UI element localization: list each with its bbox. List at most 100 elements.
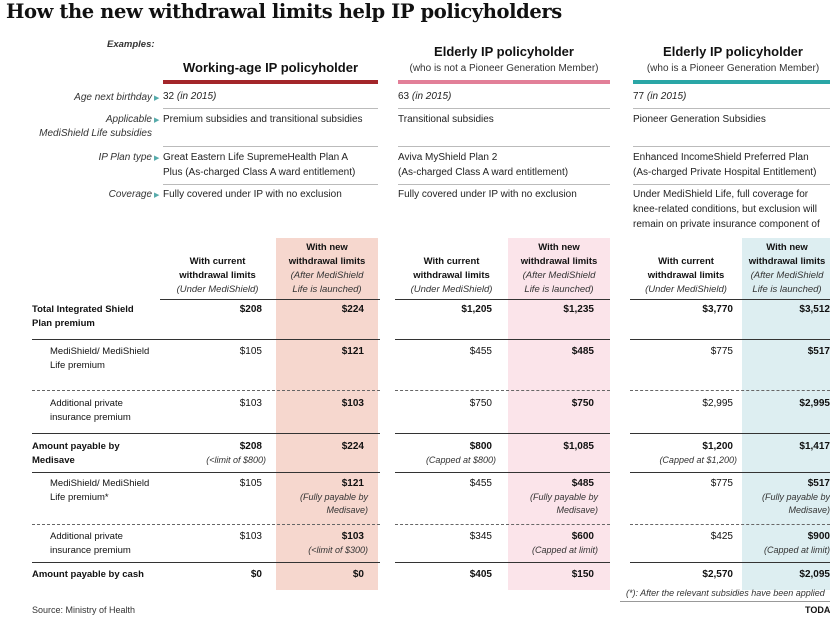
age-note: (in 2015) (411, 91, 452, 102)
cell-note: (Capped at limit) (531, 545, 598, 555)
row-divider (395, 339, 610, 340)
age-value: 63 (in 2015) (398, 91, 451, 102)
group-title: Working-age IP policyholder (182, 60, 359, 75)
row-divider (32, 390, 380, 391)
separator (633, 184, 830, 185)
column-header-new-note: (After MediShield (522, 270, 596, 281)
row-divider (630, 299, 830, 300)
cell-value: $1,235 (563, 304, 594, 315)
age-number: 77 (633, 91, 645, 102)
group-subtitle: (who is a Pioneer Generation Member) (646, 63, 820, 74)
row-label: MediShield/ MediShield Life premium* (50, 478, 150, 503)
separator (163, 146, 378, 147)
row-divider (630, 524, 830, 525)
cell-value: $105 (239, 478, 262, 489)
group-color-bar (163, 80, 378, 84)
cell-value: $103 (341, 398, 364, 409)
cell-value: $345 (469, 531, 492, 542)
arrow-icon: ▶ (154, 192, 160, 199)
column-header-new-note: Life is launched) (524, 284, 594, 295)
cell-value: $224 (341, 304, 364, 315)
age-number: 32 (163, 91, 175, 102)
cell-value: $750 (571, 398, 594, 409)
coverage-value: Under MediShield Life, full coverage for (633, 189, 809, 200)
row-divider (32, 472, 380, 473)
group-color-bar (633, 80, 830, 84)
coverage-value: knee-related conditions, but exclusion w… (633, 204, 817, 215)
row-divider (630, 433, 830, 434)
cell-value: $485 (571, 346, 594, 357)
row-divider (630, 390, 830, 391)
column-header-new: withdrawal limits (520, 256, 598, 267)
arrow-icon: ▶ (154, 155, 160, 162)
coverage-value: remain on private insurance component of (633, 219, 820, 230)
shaded-column (276, 238, 378, 590)
group-title: Elderly IP policyholder (434, 44, 574, 59)
age-value: 77 (in 2015) (633, 91, 686, 102)
row-divider (395, 562, 610, 563)
cell-note: (Fully payable by Medisave) (299, 492, 368, 515)
source-text: Source: Ministry of Health (32, 605, 136, 615)
row-label: Additional private insurance premium (50, 531, 131, 556)
age-value: 32 (in 2015) (163, 91, 216, 102)
column-header-new: With new (538, 242, 580, 253)
cell-value: $121 (341, 346, 364, 357)
cell-value: $455 (469, 346, 492, 357)
row-divider (395, 299, 610, 300)
label-coverage: Coverage (108, 189, 152, 200)
plan-type-value: (As-charged Private Hospital Entitlement… (633, 167, 817, 178)
row-divider (32, 433, 380, 434)
cell-value: $0 (352, 569, 364, 580)
cell-value: $150 (571, 569, 594, 580)
cell-value: $103 (239, 531, 262, 542)
label-age: Age next birthday (74, 92, 152, 103)
age-note: (in 2015) (646, 91, 687, 102)
column-header-current-note: (Under MediShield) (410, 284, 493, 295)
cell-note: (Fully payable by Medisave) (761, 492, 830, 515)
row-divider (630, 562, 830, 563)
row-divider (630, 339, 830, 340)
plan-type-value: Aviva MyShield Plan 2 (398, 152, 498, 163)
row-divider (395, 524, 610, 525)
cell-value: $1,085 (563, 441, 594, 452)
column-header-current-note: (Under MediShield) (645, 284, 727, 295)
row-divider (160, 299, 380, 300)
row-label: MediShield/ MediShield Life premium (50, 346, 150, 371)
subsidies-value: Pioneer Generation Subsidies (633, 114, 766, 125)
group-title: Elderly IP policyholder (663, 44, 803, 59)
row-divider (395, 390, 610, 391)
label-subsidies: Applicable (105, 114, 152, 125)
examples-label: Examples: (107, 39, 155, 50)
separator (398, 108, 610, 109)
page-title: How the new withdrawal limits help IP po… (6, 0, 562, 23)
cell-value: $2,570 (702, 569, 733, 580)
column-header-current: withdrawal limits (179, 270, 256, 281)
plan-type-value: Great Eastern Life SupremeHealth Plan A (163, 152, 349, 163)
cell-value: $600 (571, 531, 594, 542)
column-header-new-note: Life is launched) (752, 284, 822, 295)
cell-value: $105 (239, 346, 262, 357)
column-header-current: With current (423, 256, 480, 267)
cell-value: $2,095 (799, 569, 830, 580)
shaded-column (742, 238, 830, 590)
cell-value: $517 (807, 346, 830, 357)
separator (398, 146, 610, 147)
column-header-current: withdrawal limits (647, 270, 725, 281)
age-number: 63 (398, 91, 410, 102)
cell-value: $121 (341, 478, 364, 489)
arrow-icon: ▶ (154, 117, 160, 124)
shaded-column (508, 238, 610, 590)
cell-value: $103 (341, 531, 364, 542)
cell-value: $1,205 (461, 304, 492, 315)
column-header-new: With new (766, 242, 808, 253)
cell-note: (Fully payable by Medisave) (529, 492, 598, 515)
divider (620, 601, 830, 602)
row-divider (395, 433, 610, 434)
cell-value: $455 (469, 478, 492, 489)
column-header-current: withdrawal limits (413, 270, 490, 281)
column-header-new: withdrawal limits (288, 256, 366, 267)
cell-value: $900 (807, 531, 830, 542)
subsidies-value: Transitional subsidies (398, 114, 494, 125)
column-header-current-note: (Under MediShield) (176, 284, 259, 295)
cell-note: (Capped at limit) (763, 545, 830, 555)
